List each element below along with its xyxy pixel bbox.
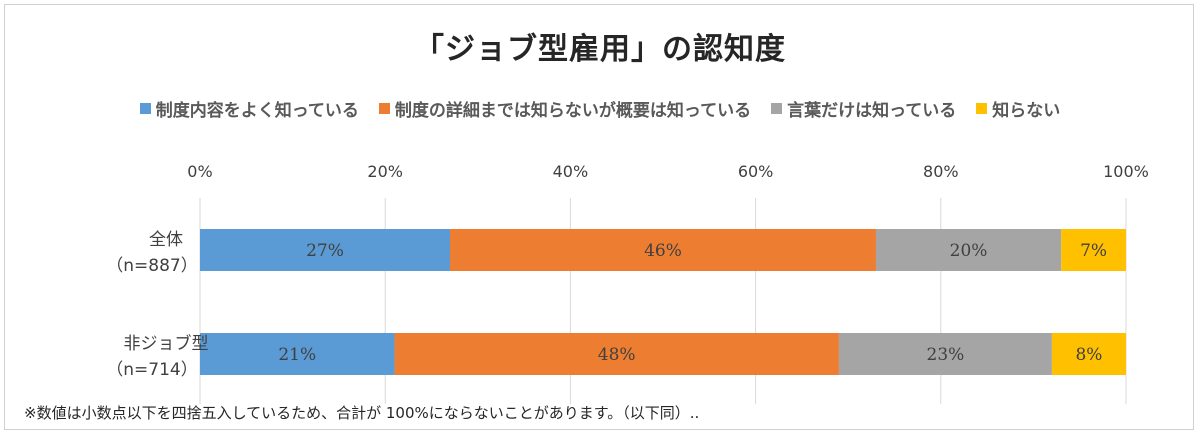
bar-segment [1051, 333, 1126, 375]
category-label: 非ジョブ型 [124, 333, 209, 354]
data-label: 48% [598, 345, 636, 365]
legend-label: 制度の詳細までは知らないが概要は知っている [394, 101, 752, 121]
legend-label: 制度内容をよく知っている [155, 101, 359, 121]
tick-label: 80% [923, 162, 959, 181]
data-label: 23% [927, 345, 965, 365]
bar-segment [200, 229, 451, 271]
legend-swatch [976, 103, 988, 114]
bar-segment [838, 333, 1052, 375]
bar-segment [875, 229, 1062, 271]
legend-item: 知らない [976, 96, 1060, 121]
bar-segment [1061, 229, 1126, 271]
category-sublabel: （n=887） [106, 256, 197, 276]
data-label: 20% [950, 241, 988, 261]
bar-segment [450, 229, 876, 271]
legend-item: 制度の詳細までは知らないが概要は知っている [378, 96, 752, 121]
legend-label: 言葉だけは知っている [787, 101, 957, 121]
legend-swatch [378, 103, 390, 114]
tick-label: 20% [367, 162, 403, 181]
category-label: 全体 [149, 230, 183, 250]
bar-segment [200, 333, 395, 375]
data-label: 8% [1075, 345, 1102, 365]
data-label: 21% [278, 345, 316, 365]
legend-item: 制度内容をよく知っている [139, 96, 359, 121]
category-sublabel: （n=714） [106, 360, 197, 380]
tick-label: 0% [187, 162, 212, 181]
legend-swatch [771, 103, 783, 114]
legend-label: 知らない [992, 101, 1061, 121]
tick-label: 40% [553, 162, 589, 181]
tick-label: 60% [738, 162, 774, 181]
chart-title: 「ジョブ型雇用」の認知度 [414, 32, 786, 67]
legend-swatch [139, 103, 151, 114]
tick-label: 100% [1103, 162, 1149, 181]
legend-item: 言葉だけは知っている [771, 96, 956, 121]
chart-legend: 制度内容をよく知っている 制度の詳細までは知らないが概要は知っている 言葉だけは… [0, 96, 1200, 121]
data-label: 46% [644, 241, 682, 261]
footnote: ※数値は小数点以下を四捨五入しているため、合計が 100%にならないことがありま… [24, 404, 700, 422]
data-label: 27% [306, 241, 344, 261]
bar-segment [394, 333, 839, 375]
data-label: 7% [1080, 241, 1107, 261]
